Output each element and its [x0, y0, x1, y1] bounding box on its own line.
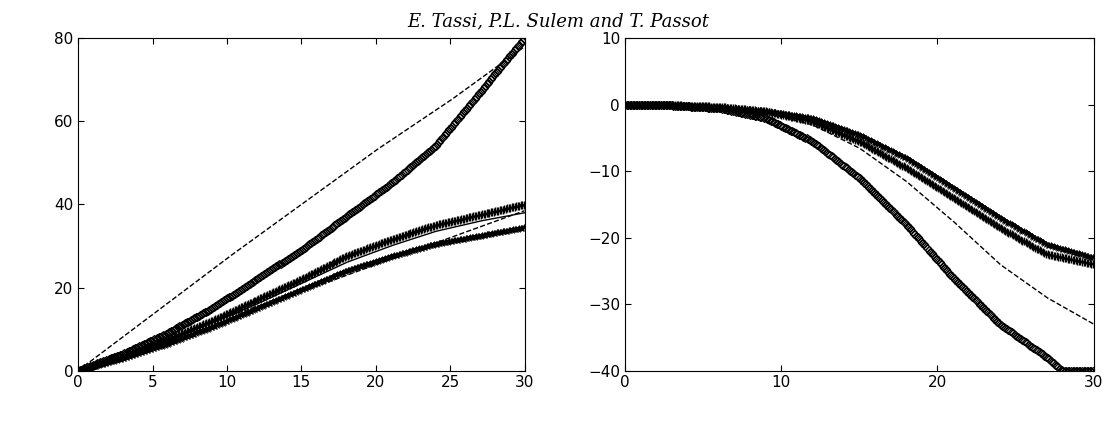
- Text: E. Tassi, P.L. Sulem and T. Passot: E. Tassi, P.L. Sulem and T. Passot: [407, 13, 709, 31]
